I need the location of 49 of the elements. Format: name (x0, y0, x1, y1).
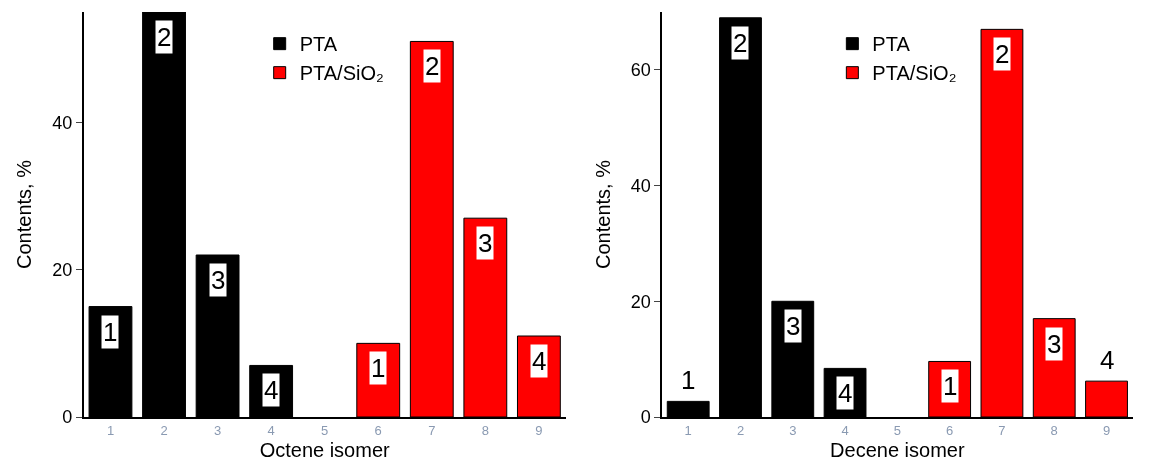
x-tick-label: 9 (1102, 422, 1111, 438)
legend-label: PTA/SiO₂ (872, 62, 957, 85)
legend-label: PTA/SiO₂ (299, 62, 384, 85)
annotation: 4 (1100, 345, 1115, 375)
x-tick-label: 6 (946, 422, 954, 438)
annotation: 1 (943, 371, 958, 401)
annotation: 2 (425, 51, 440, 81)
x-tick-label: 4 (267, 422, 275, 438)
y-tick-label: 0 (62, 407, 73, 428)
annotation: 1 (371, 353, 386, 383)
x-tick-label: 7 (428, 422, 436, 438)
legend-label: PTA (872, 33, 911, 56)
x-tick-label: 2 (160, 422, 168, 438)
x-tick-label: 4 (841, 422, 849, 438)
x-tick-label: 5 (321, 422, 329, 438)
x-axis-title: Octene isomer (259, 438, 391, 461)
y-tick-label: 20 (630, 291, 651, 312)
x-axis-title: Decene isomer (830, 438, 965, 461)
y-tick-label: 40 (52, 112, 73, 133)
annotation: 1 (103, 317, 118, 347)
x-tick-label: 8 (481, 422, 489, 438)
x-tick-label: 2 (736, 422, 745, 438)
annotation: 4 (532, 346, 547, 376)
x-tick-label: 7 (998, 422, 1006, 438)
annotation: 3 (786, 311, 801, 341)
x-tick-label: 1 (684, 422, 692, 438)
x-tick-label: 6 (374, 422, 382, 438)
y-axis-title: Contents, % (13, 159, 36, 269)
y-axis-title: Contents, % (591, 159, 614, 269)
annotation: 3 (478, 228, 493, 258)
x-tick-label: 3 (789, 422, 797, 438)
annotation: 3 (1047, 329, 1062, 359)
annotation: 4 (838, 378, 853, 408)
annotation: 2 (733, 28, 748, 58)
x-tick-label: 9 (535, 422, 543, 438)
x-tick-label: 3 (213, 422, 222, 438)
annotation: 1 (681, 365, 696, 395)
x-tick-label: 5 (893, 422, 901, 438)
annotation: 2 (157, 22, 172, 52)
y-tick-label: 40 (630, 175, 651, 196)
annotation: 3 (211, 265, 226, 295)
y-tick-label: 60 (630, 60, 651, 81)
y-tick-label: 0 (640, 407, 651, 428)
x-tick-label: 8 (1050, 422, 1058, 438)
y-tick-label: 20 (52, 260, 73, 281)
annotation: 2 (995, 39, 1010, 69)
x-tick-label: 1 (106, 422, 115, 438)
legend-label: PTA (299, 33, 338, 56)
annotation: 4 (264, 375, 279, 405)
